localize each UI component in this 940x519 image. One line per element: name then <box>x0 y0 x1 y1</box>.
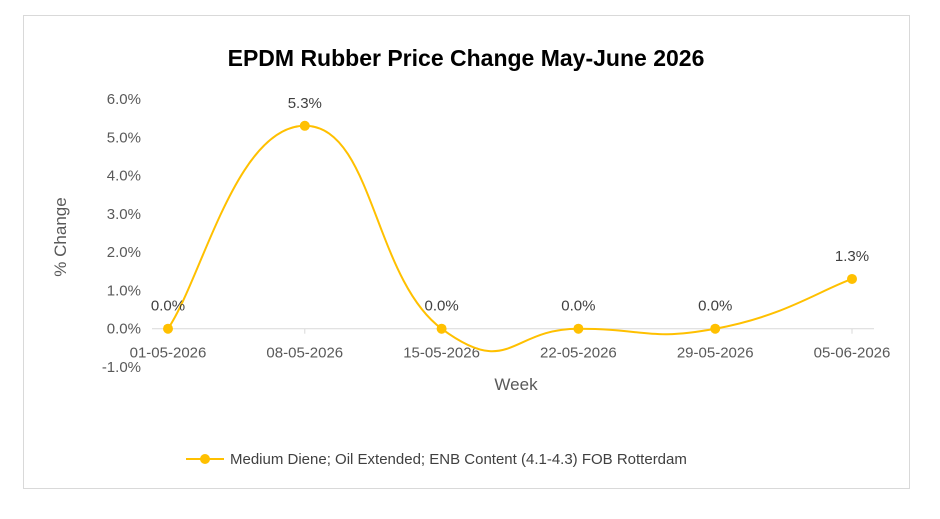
y-tick-label: 0.0% <box>107 321 141 338</box>
data-label: 0.0% <box>424 298 458 315</box>
y-axis-ticks: -1.0% 0.0% 1.0% 2.0% 3.0% 4.0% 5.0% 6.0% <box>102 91 141 376</box>
y-axis-title: % Change <box>51 197 70 276</box>
x-tick-label: 05-06-2026 <box>814 345 891 362</box>
data-label: 5.3% <box>288 95 322 112</box>
y-tick-label: 2.0% <box>107 244 141 261</box>
x-tick-label: 15-05-2026 <box>403 345 480 362</box>
data-label: 0.0% <box>698 298 732 315</box>
x-tick-marks <box>167 328 853 334</box>
y-tick-label: 6.0% <box>107 91 141 108</box>
data-point <box>847 273 857 284</box>
data-point <box>163 323 173 334</box>
y-tick-label: 5.0% <box>107 129 141 146</box>
y-tick-label: -1.0% <box>102 359 141 376</box>
data-point <box>573 323 584 334</box>
legend[interactable]: Medium Diene; Oil Extended; ENB Content … <box>186 451 687 468</box>
x-tick-label: 22-05-2026 <box>540 345 617 362</box>
x-axis-title: Week <box>494 375 538 394</box>
y-tick-label: 3.0% <box>107 206 141 223</box>
y-tick-label: 4.0% <box>107 168 141 185</box>
series-group: 0.0% 5.3% 0.0% 0.0% 0.0% 1.3% <box>151 95 869 353</box>
x-tick-label: 01-05-2026 <box>130 345 207 362</box>
chart-title: EPDM Rubber Price Change May-June 2026 <box>228 45 705 71</box>
y-tick-label: 1.0% <box>107 282 141 299</box>
data-label: 0.0% <box>151 298 185 315</box>
data-point <box>710 323 721 334</box>
x-axis-ticks: 01-05-2026 08-05-2026 15-05-2026 22-05-2026… <box>130 345 891 362</box>
series-line <box>167 124 853 353</box>
data-label: 0.0% <box>561 298 595 315</box>
legend-point-marker <box>200 454 210 464</box>
chart-frame <box>23 15 910 489</box>
data-label: 1.3% <box>835 248 869 265</box>
data-point <box>299 120 310 131</box>
x-tick-label: 29-05-2026 <box>677 345 754 362</box>
data-point <box>436 323 447 334</box>
x-tick-label: 08-05-2026 <box>266 345 343 362</box>
legend-label: Medium Diene; Oil Extended; ENB Content … <box>230 451 687 468</box>
